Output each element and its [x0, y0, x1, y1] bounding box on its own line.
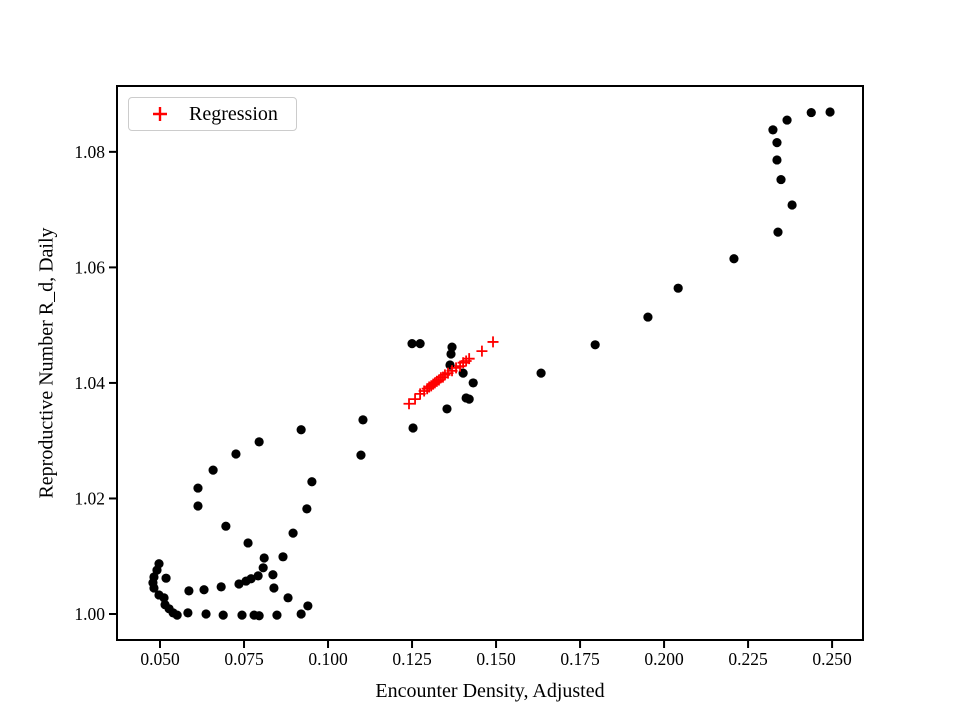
scatter-point [358, 415, 368, 425]
scatter-point [199, 585, 209, 595]
scatter-point [288, 528, 298, 538]
scatter-point [303, 601, 313, 611]
scatter-point [806, 107, 816, 118]
scatter-point [536, 368, 546, 378]
scatter-point [296, 609, 306, 619]
scatter-point [415, 339, 425, 349]
legend-label: Regression [189, 102, 278, 125]
scatter-point [464, 394, 474, 404]
scatter-point [768, 125, 778, 135]
y-tick-label: 1.08 [74, 142, 105, 162]
scatter-point [243, 538, 253, 548]
scatter-point [216, 582, 226, 592]
scatter-point [159, 593, 169, 603]
regression-marker [409, 393, 421, 405]
scatter-point [268, 570, 278, 580]
scatter-point [278, 552, 288, 562]
scatter-point [149, 583, 159, 593]
scatter-point [231, 449, 241, 459]
plot-border [116, 85, 864, 641]
scatter-point [356, 450, 366, 460]
scatter-point [772, 155, 782, 165]
scatter-point [446, 349, 456, 359]
x-tick-label: 0.050 [140, 649, 180, 669]
scatter-point [237, 610, 247, 620]
scatter-point [468, 378, 478, 388]
y-tick-label: 1.02 [74, 489, 105, 509]
x-tick-label: 0.125 [392, 649, 432, 669]
scatter-point [296, 425, 306, 435]
scatter-point [307, 477, 317, 487]
scatter-point [825, 107, 835, 117]
scatter-point [254, 611, 264, 621]
x-tick-label: 0.250 [812, 649, 852, 669]
scatter-point [773, 227, 783, 237]
scatter-point [787, 200, 797, 210]
scatter-point [254, 437, 264, 447]
x-tick-label: 0.175 [560, 649, 600, 669]
scatter-point [253, 571, 263, 581]
y-tick-label: 1.04 [74, 373, 105, 393]
scatter-point [172, 610, 182, 620]
y-tick-label: 1.00 [74, 604, 105, 624]
scatter-point [673, 283, 683, 293]
scatter-point [269, 583, 279, 593]
scatter-point [259, 553, 269, 563]
scatter-point [218, 610, 228, 620]
scatter-point [201, 609, 211, 619]
scatter-point [302, 504, 312, 514]
regression-marker [487, 336, 499, 348]
x-tick-label: 0.150 [476, 649, 516, 669]
scatter-point [184, 586, 194, 596]
scatter-point [161, 573, 171, 583]
scatter-point [193, 483, 203, 493]
x-tick-label: 0.100 [308, 649, 348, 669]
regression-marker [463, 353, 475, 365]
x-tick-label: 0.075 [224, 649, 264, 669]
scatter-point [590, 340, 600, 350]
scatter-point [442, 404, 452, 414]
scatter-point [258, 563, 268, 573]
scatter-point [221, 521, 231, 531]
scatter-point [272, 610, 282, 620]
scatter-point [776, 174, 786, 185]
regression-marker [476, 345, 488, 357]
scatter-point [407, 339, 417, 349]
scatter-point [193, 501, 203, 511]
scatter-point [447, 342, 457, 352]
y-axis-label: Reproductive Number R_d, Daily [35, 227, 58, 499]
y-tick-label: 1.06 [74, 258, 105, 278]
scatter-point [234, 579, 244, 589]
scatter-point [208, 465, 218, 475]
scatter-point [246, 574, 256, 584]
scatter-point [283, 593, 293, 603]
x-tick-label: 0.225 [728, 649, 768, 669]
legend: Regression [128, 97, 297, 131]
scatter-point [183, 608, 193, 618]
scatter-point [772, 138, 782, 148]
scatter-point [729, 254, 739, 264]
scatter-point [152, 565, 162, 575]
regression-marker [403, 398, 415, 410]
scatter-point [643, 312, 653, 322]
plus-marker-icon [153, 107, 167, 121]
x-tick-label: 0.200 [644, 649, 684, 669]
scatter-point [408, 423, 418, 433]
x-axis-label: Encounter Density, Adjusted [375, 680, 605, 702]
scatter-point [782, 115, 792, 125]
